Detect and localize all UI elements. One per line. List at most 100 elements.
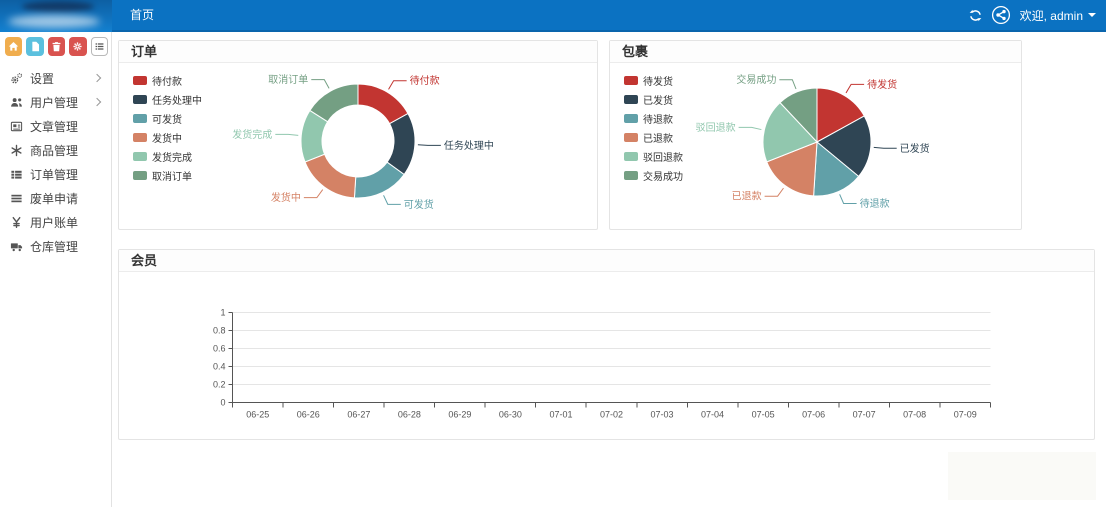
gear-icon (72, 41, 83, 52)
panel-orders-body: 待付款 任务处理中 可发货 发货中 发货完成 取消订单 待付款 任务处理中 可发货 发货中 发货完… (119, 63, 597, 229)
legend-item-3[interactable]: 已退款 (624, 130, 683, 145)
legend-label: 待付款 (152, 77, 182, 88)
pie-label: 已退款 (732, 190, 762, 203)
sidebar-item-settings[interactable]: 设置 (0, 66, 111, 90)
article-icon (9, 120, 23, 133)
avatar[interactable] (991, 5, 1011, 25)
pie-label: 发货完成 (232, 128, 272, 141)
pie-slice-5[interactable] (779, 87, 818, 144)
chevron-right-icon (92, 97, 102, 107)
legend-item-2[interactable]: 可发货 (133, 111, 202, 126)
sidebar-item-label: 商品管理 (30, 143, 79, 158)
pie-slice-5[interactable] (309, 83, 359, 123)
legend-swatch (133, 133, 147, 142)
sidebar-item-goods-management[interactable]: 商品管理 (0, 138, 111, 162)
legend-label: 已退款 (643, 134, 673, 145)
truck-icon (10, 240, 23, 253)
legend-item-4[interactable]: 驳回退款 (624, 149, 683, 164)
x-tick-label: 07-09 (954, 410, 977, 420)
sidebar: 设置 用户管理 文章管理 商品管理 订单管理 废单申请 用户账单 仓库管理 (0, 32, 112, 507)
sidebar-item-user-bills[interactable]: 用户账单 (0, 210, 111, 234)
legend-item-0[interactable]: 待付款 (133, 73, 202, 88)
sidebar-menu: 设置 用户管理 文章管理 商品管理 订单管理 废单申请 用户账单 仓库管理 (0, 63, 111, 258)
sidebar-item-user-management[interactable]: 用户管理 (0, 90, 111, 114)
legend-label: 待退款 (643, 115, 673, 126)
legend-swatch (624, 133, 638, 142)
toolbar-list-button[interactable] (90, 37, 109, 56)
caret-down-icon (1088, 13, 1096, 17)
legend-item-4[interactable]: 发货完成 (133, 149, 202, 164)
x-tick-label: 06-28 (398, 410, 421, 420)
topbar: 首页 欢迎, admin (0, 0, 1106, 32)
legend-swatch (133, 171, 147, 180)
toolbar-home-button[interactable] (5, 37, 23, 56)
sidebar-item-label: 用户账单 (30, 215, 79, 230)
pie-label-line (311, 79, 330, 89)
packages-legend: 待发货已发货待退款已退款驳回退款交易成功 (624, 73, 683, 183)
sidebar-item-order-management[interactable]: 订单管理 (0, 162, 111, 186)
legend-swatch (133, 95, 147, 104)
legend-item-0[interactable]: 待发货 (624, 73, 683, 88)
pie-slice-3[interactable] (304, 153, 357, 199)
trash-icon (51, 41, 62, 52)
pie-label-line (417, 144, 441, 146)
sidebar-item-label: 仓库管理 (30, 239, 79, 254)
legend-swatch (133, 114, 147, 123)
screenshot-artifact (948, 452, 1096, 500)
x-tick-label: 07-07 (853, 410, 876, 420)
panel-packages-body: 待发货 已发货 待退款 已退款 驳回退款 交易成功 待发货 已发货 待退款 已退款 驳回退款 交易成… (610, 63, 1021, 229)
panel-members-body: 0 0.2 0.4 0.6 0.8 1 06-25 06-26 06-27 06-28 06-29 0… (119, 272, 1094, 438)
legend-swatch (133, 152, 147, 161)
avatar-icon (991, 5, 1011, 25)
toolbar-file-button[interactable] (26, 37, 44, 56)
legend-item-2[interactable]: 待退款 (624, 111, 683, 126)
sidebar-item-label: 文章管理 (30, 119, 79, 134)
legend-item-5[interactable]: 取消订单 (133, 168, 202, 183)
sidebar-item-void-order-request[interactable]: 废单申请 (0, 186, 111, 210)
yen-icon (10, 216, 23, 229)
pie-label-line (873, 146, 897, 149)
user-dropdown[interactable]: 欢迎, admin (1020, 7, 1096, 24)
sidebar-item-warehouse-management[interactable]: 仓库管理 (0, 234, 111, 258)
legend-item-1[interactable]: 任务处理中 (133, 92, 202, 107)
y-tick-label: 0.8 (213, 326, 226, 336)
file-icon (30, 41, 41, 52)
y-tick-label: 0 (220, 398, 225, 408)
top-navigation: 首页 (112, 0, 172, 30)
legend-item-5[interactable]: 交易成功 (624, 168, 683, 183)
pie-label: 待付款 (410, 74, 440, 87)
members-line-chart[interactable]: 0 0.2 0.4 0.6 0.8 1 06-25 06-26 06-27 06-28 06-29 0… (119, 272, 1094, 438)
legend-swatch (624, 152, 638, 161)
sidebar-item-label: 订单管理 (30, 167, 79, 182)
legend-swatch (624, 95, 638, 104)
pie-label: 可发货 (404, 198, 434, 211)
pie-label: 待发货 (867, 78, 897, 91)
pie-label: 任务处理中 (444, 139, 494, 152)
legend-label: 驳回退款 (643, 153, 683, 164)
refresh-button[interactable] (969, 9, 982, 22)
legend-label: 发货完成 (152, 153, 192, 164)
toolbar-gear-button[interactable] (69, 37, 87, 56)
sidebar-item-label: 废单申请 (30, 191, 79, 206)
nav-tab-home[interactable]: 首页 (130, 8, 155, 22)
toolbar-trash-button[interactable] (47, 37, 66, 56)
logo-blur-dark (22, 1, 94, 12)
panel-packages-title: 包裹 (610, 41, 1021, 63)
pie-label: 驳回退款 (696, 121, 736, 134)
legend-item-3[interactable]: 发货中 (133, 130, 202, 145)
orders-icon (10, 168, 23, 181)
legend-item-1[interactable]: 已发货 (624, 92, 683, 107)
x-tick-label: 07-01 (549, 410, 572, 420)
legend-label: 取消订单 (152, 172, 192, 183)
x-tick-label: 07-06 (802, 410, 825, 420)
y-tick-label: 0.6 (213, 344, 226, 354)
sidebar-item-article-management[interactable]: 文章管理 (0, 114, 111, 138)
sidebar-item-label: 用户管理 (30, 95, 79, 110)
app-logo[interactable] (0, 0, 112, 32)
x-tick-label: 06-29 (448, 410, 471, 420)
legend-label: 已发货 (643, 96, 673, 107)
panel-packages: 包裹 待发货 已发货 待退款 已退款 驳回退款 交易成功 待发货 已发货 待退款 已退款 驳回退款… (609, 40, 1022, 230)
article-icon (10, 120, 23, 133)
